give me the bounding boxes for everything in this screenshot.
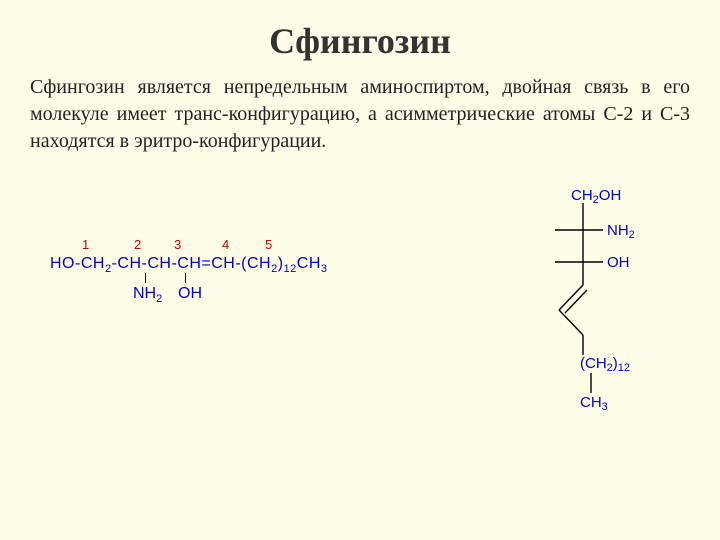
fischer-ch2-12: (CH2)12: [580, 355, 630, 374]
fischer-projection: CH2OH NH2 OH (CH2)12 CH3: [515, 185, 655, 450]
page-title: Сфингозин: [30, 20, 690, 62]
num-3: 3: [174, 237, 181, 252]
fischer-db-1b: [565, 290, 587, 313]
formulas-area: 1 2 3 4 5 HO-CH2-CH-CH-CH=CH-(CH2)12CH3 …: [30, 185, 690, 465]
linear-oh: OH: [178, 285, 202, 303]
fischer-svg: CH2OH NH2 OH (CH2)12 CH3: [515, 185, 660, 445]
num-1: 1: [82, 237, 89, 252]
tick-1: [145, 273, 146, 283]
fischer-oh: OH: [607, 254, 630, 271]
body-paragraph: Сфингозин является непредельным аминоспи…: [30, 74, 690, 155]
fischer-nh2: NH2: [607, 222, 635, 241]
linear-formula: 1 2 3 4 5 HO-CH2-CH-CH-CH=CH-(CH2)12CH3 …: [50, 255, 328, 275]
fischer-db-2: [559, 310, 583, 335]
linear-main-chain: HO-CH2-CH-CH-CH=CH-(CH2)12CH3: [50, 255, 328, 275]
fischer-ch3: CH3: [580, 394, 608, 413]
num-5: 5: [265, 237, 272, 252]
linear-nh2: NH2: [133, 285, 162, 305]
num-4: 4: [222, 237, 229, 252]
tick-2: [185, 273, 186, 283]
fischer-ch2oh: CH2OH: [571, 187, 621, 206]
num-2: 2: [134, 237, 141, 252]
